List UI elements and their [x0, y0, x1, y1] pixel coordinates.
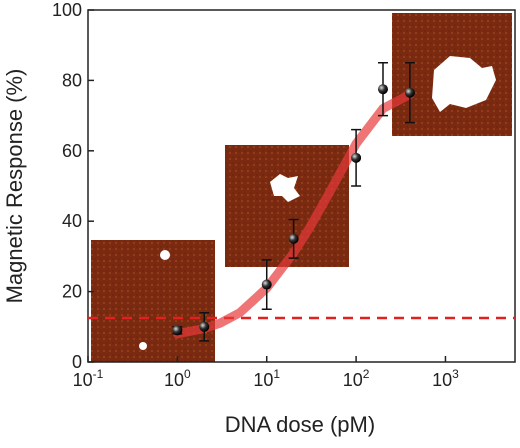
x-axis-title: DNA dose (pM) [225, 412, 375, 437]
y-tick-label: 60 [62, 141, 82, 161]
x-tick-label: 100 [164, 367, 191, 390]
x-tick-exponent: -1 [93, 367, 104, 381]
x-tick-label: 102 [343, 367, 370, 390]
x-tick-exponent: 1 [273, 367, 280, 381]
inset-image [91, 240, 215, 362]
afm-insets [91, 13, 512, 362]
y-tick-label: 100 [52, 0, 82, 20]
x-tick-base: 10 [73, 370, 93, 390]
particle [160, 250, 170, 260]
data-point [404, 87, 415, 98]
data-point [351, 152, 362, 163]
y-tick-label: 0 [72, 352, 82, 372]
x-tick-exponent: 3 [452, 367, 459, 381]
x-tick-label: 103 [432, 367, 459, 390]
particle [139, 342, 147, 350]
y-tick-label: 20 [62, 282, 82, 302]
x-tick-base: 10 [343, 370, 363, 390]
data-point [288, 233, 299, 244]
data-point [199, 321, 210, 332]
x-tick-label: 101 [253, 367, 280, 390]
x-tick-exponent: 2 [363, 367, 370, 381]
x-tick-base: 10 [164, 370, 184, 390]
y-axis-title: Magnetic Response (%) [2, 69, 27, 304]
y-tick-label: 80 [62, 70, 82, 90]
inset-image [225, 145, 349, 267]
x-tick-label: 10-1 [73, 367, 104, 390]
particle [432, 56, 496, 112]
x-tick-base: 10 [253, 370, 273, 390]
plot-frame [87, 9, 516, 363]
data-point [172, 325, 183, 336]
data-point [261, 279, 272, 290]
data-point [377, 84, 388, 95]
x-tick-base: 10 [432, 370, 452, 390]
particle [270, 174, 300, 202]
y-tick-label: 40 [62, 211, 82, 231]
x-tick-exponent: 0 [184, 367, 191, 381]
